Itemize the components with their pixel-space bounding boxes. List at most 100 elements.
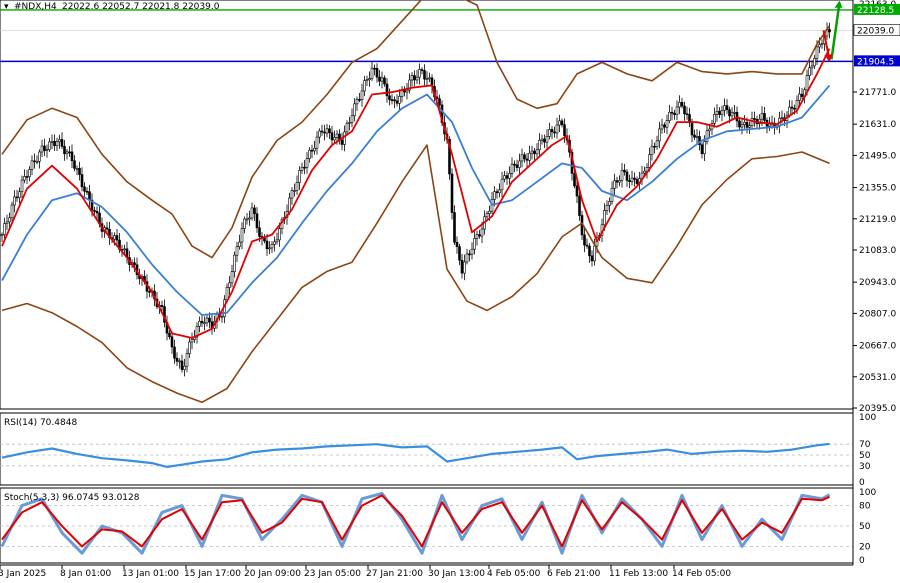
bear-candle-body (85, 190, 89, 193)
bear-candle-body (208, 317, 211, 323)
candle (403, 86, 406, 97)
bear-candle-body (680, 102, 684, 107)
candle (255, 207, 259, 233)
candle (618, 175, 621, 187)
candle (75, 165, 79, 176)
candle (115, 228, 119, 247)
candle (670, 106, 674, 121)
candle (545, 129, 549, 149)
candle (83, 182, 86, 199)
candle (30, 155, 34, 176)
bull-candle-body (295, 182, 299, 191)
bear-candle-body (53, 141, 56, 147)
rsi-level-label: 0 (859, 478, 865, 488)
bear-candle-body (375, 68, 379, 78)
candle (668, 104, 671, 124)
candle (65, 148, 69, 160)
bear-candle-body (690, 121, 694, 136)
bear-candle-body (25, 176, 29, 178)
bull-candle-body (540, 138, 544, 141)
candle (188, 338, 191, 358)
bear-candle-body (68, 151, 71, 154)
candle (608, 197, 611, 213)
bear-candle-body (78, 168, 81, 175)
candle (105, 221, 109, 234)
bear-candle-body (310, 149, 314, 152)
candle (708, 123, 711, 138)
bull-candle-body (335, 133, 339, 138)
candle (458, 243, 461, 266)
bull-candle-body (293, 190, 296, 192)
bear-candle-body (563, 124, 566, 137)
bull-candle-body (243, 218, 246, 229)
rsi-pane[interactable] (0, 412, 854, 486)
candle (378, 69, 381, 87)
candle (80, 167, 84, 192)
bear-candle-body (453, 212, 456, 243)
bear-candle-body (828, 29, 831, 33)
bear-candle-body (93, 210, 96, 212)
candle (265, 233, 269, 256)
header-menu-icon[interactable]: ▾ (4, 2, 9, 12)
ohlc-readout: 22022.6 22052.7 22021.8 22039.0 (62, 2, 220, 12)
candle (293, 183, 296, 197)
bear-candle-body (573, 173, 576, 187)
bull-candle-body (3, 223, 6, 235)
bull-candle-body (290, 190, 294, 199)
candle (368, 71, 371, 87)
candle (585, 238, 589, 249)
bull-candle-body (58, 139, 61, 142)
bear-candle-body (513, 163, 516, 166)
stoch-level-label: 80 (859, 502, 871, 512)
candle (605, 200, 609, 216)
candle (625, 169, 629, 187)
bull-candle-body (818, 44, 821, 48)
candle (15, 189, 19, 202)
bull-candle-body (0, 234, 4, 236)
bull-candle-body (35, 161, 39, 163)
bear-candle-body (200, 320, 204, 324)
candle (468, 250, 471, 262)
price-pane[interactable] (0, 0, 854, 410)
price-tick-label: 21083.0 (859, 246, 896, 256)
candle (58, 134, 61, 149)
bull-candle-body (810, 65, 814, 69)
candle (333, 130, 336, 144)
bull-candle-body (475, 234, 479, 239)
bear-candle-body (148, 291, 151, 293)
bear-candle-body (718, 110, 721, 115)
candle (358, 92, 361, 103)
bull-candle-body (668, 111, 671, 121)
bear-candle-body (33, 160, 36, 163)
bear-candle-body (168, 332, 171, 338)
candle (85, 187, 89, 195)
bull-candle-body (470, 248, 474, 255)
candle (620, 162, 624, 188)
bear-candle-body (170, 336, 174, 348)
candle (493, 186, 496, 207)
bear-candle-body (423, 70, 426, 80)
bull-candle-body (220, 316, 224, 318)
bull-candle-body (748, 125, 751, 128)
bull-candle-body (480, 228, 484, 237)
candle (628, 174, 631, 189)
bollinger-upper-band (1, 0, 831, 259)
candle (363, 75, 366, 97)
candle (813, 55, 816, 70)
bear-candle-body (60, 139, 64, 147)
bear-candle-body (83, 186, 86, 192)
stoch-level-label: 0 (859, 556, 865, 566)
candle (228, 275, 231, 295)
candle (183, 358, 186, 377)
candle (695, 129, 699, 145)
bear-candle-body (378, 76, 381, 82)
fast-moving-average (1, 48, 831, 339)
candle (533, 147, 536, 161)
rsi-layer (0, 442, 853, 468)
bull-candle-body (185, 353, 189, 367)
candle (78, 161, 81, 181)
bear-candle-body (553, 131, 556, 134)
bear-candle-body (255, 213, 259, 229)
price-layer (0, 0, 853, 404)
candle (170, 331, 174, 354)
